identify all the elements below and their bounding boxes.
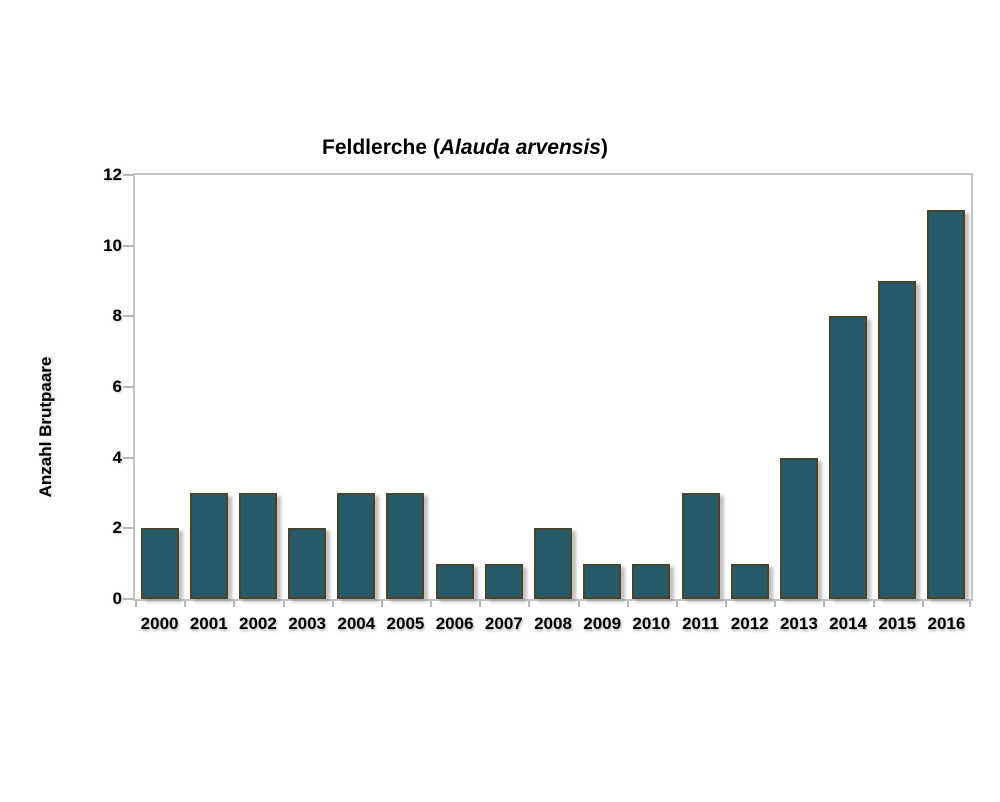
y-tick-mark-2 — [123, 527, 133, 530]
x-tick-mark-11 — [675, 601, 678, 607]
x-tick-label-2007: 2007 — [484, 614, 523, 633]
y-tick-label-2: 2 — [112, 518, 122, 538]
bar-2000 — [140, 528, 179, 599]
x-tick-mark-13 — [774, 601, 777, 607]
bar-2010 — [632, 564, 671, 599]
y-tick-mark-6 — [123, 386, 133, 388]
x-tick-label-2004: 2004 — [337, 614, 376, 633]
x-tick-label-2000: 2000 — [140, 614, 179, 633]
x-tick-label-2008: 2008 — [534, 614, 572, 633]
x-tick-mark-9 — [577, 601, 580, 607]
x-tick-label-2002: 2002 — [239, 614, 277, 633]
chart-title-suffix: ) — [600, 136, 608, 159]
x-tick-label-2011: 2011 — [682, 614, 719, 633]
bar-2009 — [583, 564, 622, 599]
bar-2004 — [337, 493, 376, 599]
x-tick-mark-15 — [872, 601, 875, 607]
x-tick-mark-4 — [331, 601, 334, 607]
bar-2007 — [484, 564, 523, 599]
x-tick-mark-17 — [969, 601, 971, 607]
bar-2006 — [435, 564, 474, 599]
x-tick-mark-7 — [479, 601, 482, 607]
x-tick-mark-16 — [921, 601, 924, 607]
y-tick-label-6: 6 — [112, 377, 122, 396]
x-tick-mark-3 — [282, 601, 285, 607]
plot-area — [133, 173, 973, 601]
bar-2016 — [927, 210, 966, 599]
chart-title-prefix: Feldlerche ( — [322, 136, 440, 159]
x-tick-mark-8 — [528, 601, 531, 607]
x-tick-mark-1 — [184, 601, 187, 607]
bar-2015 — [878, 281, 917, 599]
y-tick-mark-8 — [123, 315, 133, 318]
y-tick-label-10: 10 — [103, 235, 122, 255]
bar-2013 — [779, 458, 818, 599]
y-tick-mark-12 — [123, 174, 133, 176]
x-tick-label-2010: 2010 — [632, 614, 671, 633]
bar-2012 — [730, 564, 769, 599]
x-tick-label-2009: 2009 — [583, 614, 622, 633]
bar-2014 — [829, 316, 868, 599]
x-tick-mark-0 — [135, 601, 137, 607]
x-tick-label-2001: 2001 — [189, 614, 228, 633]
x-tick-label-2016: 2016 — [927, 614, 966, 633]
bar-2001 — [189, 493, 228, 599]
y-tick-label-8: 8 — [112, 306, 122, 326]
chart-title: Feldlerche (Alauda arvensis) — [0, 136, 930, 160]
x-tick-label-2014: 2014 — [829, 614, 867, 633]
x-tick-label-2012: 2012 — [730, 614, 769, 633]
bar-2011 — [681, 493, 720, 599]
x-tick-label-2003: 2003 — [288, 614, 327, 633]
y-tick-label-0: 0 — [112, 589, 122, 608]
x-tick-mark-10 — [626, 601, 629, 607]
x-tick-mark-12 — [725, 601, 728, 607]
bar-2002 — [238, 493, 277, 599]
chart-title-species-name: Alauda arvensis — [439, 136, 601, 159]
x-tick-label-2006: 2006 — [435, 614, 474, 633]
x-tick-mark-2 — [233, 601, 236, 607]
y-tick-mark-4 — [123, 456, 133, 459]
y-tick-mark-10 — [123, 244, 133, 247]
y-tick-label-12: 12 — [103, 165, 122, 184]
bar-2005 — [386, 493, 425, 599]
bar-2008 — [534, 528, 572, 599]
x-tick-label-2013: 2013 — [779, 614, 818, 633]
y-axis-title-text: Anzahl Brutpaare — [36, 356, 55, 498]
x-tick-mark-14 — [823, 601, 826, 607]
x-tick-mark-5 — [380, 601, 383, 607]
x-tick-label-2005: 2005 — [386, 614, 425, 633]
y-tick-label-4: 4 — [112, 447, 122, 467]
bar-2003 — [288, 528, 327, 599]
y-tick-mark-0 — [123, 598, 133, 600]
x-tick-label-2015: 2015 — [878, 614, 917, 633]
x-tick-mark-6 — [430, 601, 433, 607]
